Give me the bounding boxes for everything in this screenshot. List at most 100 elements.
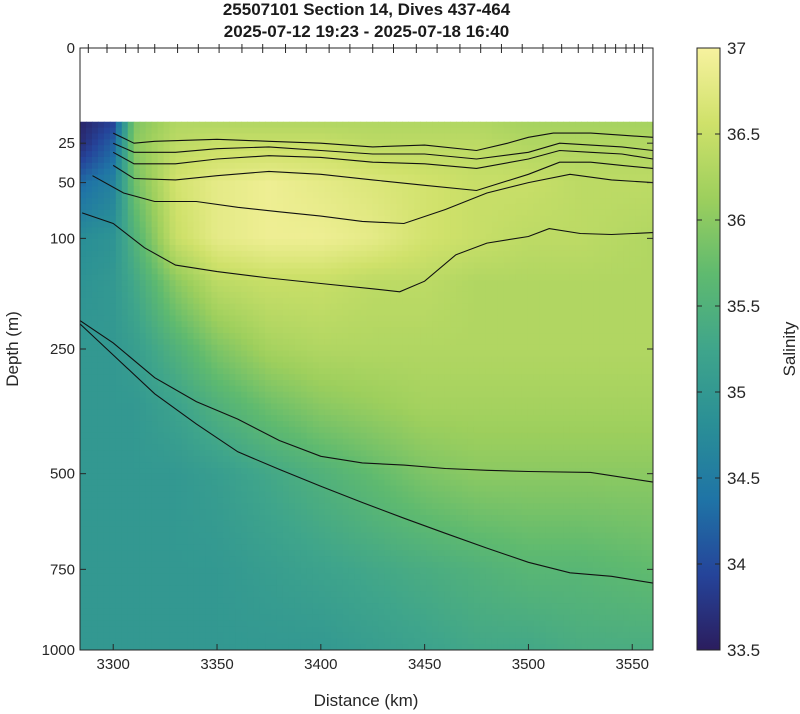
heatmap-cell bbox=[509, 233, 517, 240]
heatmap-cell bbox=[390, 156, 397, 164]
heatmap-cell bbox=[103, 274, 111, 281]
heatmap-cell bbox=[647, 409, 653, 416]
heatmap-cell bbox=[414, 344, 421, 352]
heatmap-cell bbox=[151, 344, 159, 352]
heatmap-cell bbox=[235, 397, 242, 405]
heatmap-cell bbox=[527, 203, 535, 211]
heatmap-cell bbox=[605, 321, 612, 328]
heatmap-cell bbox=[300, 209, 308, 217]
heatmap-cell bbox=[175, 303, 183, 311]
heatmap-cell bbox=[557, 350, 565, 358]
heatmap-cell bbox=[241, 198, 248, 205]
heatmap-cell bbox=[330, 333, 338, 340]
heatmap-cell bbox=[378, 362, 386, 369]
heatmap-cell bbox=[467, 374, 475, 381]
heatmap-cell bbox=[527, 338, 535, 346]
heatmap-cell bbox=[85, 286, 93, 293]
heatmap-cell bbox=[539, 415, 547, 422]
heatmap-cell bbox=[199, 151, 206, 158]
heatmap-cell bbox=[157, 368, 165, 375]
heatmap-cell bbox=[414, 415, 421, 422]
heatmap-cell bbox=[169, 162, 177, 170]
heatmap-cell bbox=[420, 374, 427, 381]
heatmap-cell bbox=[467, 286, 475, 293]
heatmap-cell bbox=[372, 192, 380, 199]
heatmap-cell bbox=[426, 256, 433, 264]
heatmap-cell bbox=[605, 127, 612, 135]
heatmap-cell bbox=[456, 297, 463, 305]
heatmap-cell bbox=[199, 303, 206, 311]
heatmap-cell bbox=[348, 209, 356, 217]
heatmap-cell bbox=[223, 180, 230, 187]
heatmap-cell bbox=[491, 333, 499, 340]
heatmap-cell bbox=[426, 397, 433, 405]
heatmap-cell bbox=[151, 291, 159, 299]
heatmap-cell bbox=[432, 274, 439, 281]
heatmap-cell bbox=[462, 274, 469, 281]
heatmap-cell bbox=[539, 315, 547, 322]
heatmap-cell bbox=[235, 162, 242, 170]
heatmap-cell bbox=[473, 262, 481, 270]
heatmap-cell bbox=[211, 291, 218, 299]
heatmap-cell bbox=[151, 233, 159, 240]
heatmap-cell bbox=[318, 321, 326, 328]
heatmap-cell bbox=[342, 168, 350, 176]
heatmap-cell bbox=[211, 315, 218, 322]
heatmap-cell bbox=[503, 151, 511, 158]
heatmap-cell bbox=[509, 139, 517, 146]
heatmap-cell bbox=[127, 151, 135, 158]
heatmap-cell bbox=[426, 321, 433, 328]
heatmap-cell bbox=[569, 344, 577, 352]
heatmap-cell bbox=[217, 133, 224, 140]
heatmap-cell bbox=[360, 198, 368, 205]
heatmap-cell bbox=[521, 151, 529, 158]
heatmap-cell bbox=[426, 327, 433, 334]
heatmap-cell bbox=[426, 198, 433, 205]
heatmap-cell bbox=[503, 350, 511, 358]
heatmap-cell bbox=[259, 162, 266, 170]
heatmap-cell bbox=[366, 192, 374, 199]
heatmap-cell bbox=[181, 221, 189, 228]
heatmap-cell bbox=[109, 309, 117, 317]
heatmap-cell bbox=[85, 162, 93, 170]
heatmap-cell bbox=[635, 215, 642, 223]
heatmap-cell bbox=[503, 145, 511, 152]
heatmap-cell bbox=[456, 203, 463, 211]
heatmap-cell bbox=[175, 156, 183, 164]
heatmap-cell bbox=[467, 227, 475, 234]
heatmap-cell bbox=[426, 121, 433, 129]
heatmap-cell bbox=[229, 297, 236, 305]
heatmap-cell bbox=[623, 180, 630, 187]
heatmap-cell bbox=[396, 344, 403, 352]
heatmap-cell bbox=[605, 374, 612, 381]
heatmap-cell bbox=[259, 121, 266, 129]
heatmap-cell bbox=[294, 121, 302, 129]
heatmap-cell bbox=[318, 350, 326, 358]
heatmap-cell bbox=[557, 250, 565, 258]
heatmap-cell bbox=[354, 327, 362, 334]
heatmap-cell bbox=[199, 280, 206, 287]
heatmap-cell bbox=[121, 421, 129, 428]
heatmap-cell bbox=[300, 338, 308, 346]
heatmap-cell bbox=[169, 421, 177, 428]
heatmap-cell bbox=[300, 268, 308, 275]
heatmap-cell bbox=[473, 256, 481, 264]
heatmap-cell bbox=[641, 397, 648, 405]
heatmap-cell bbox=[205, 186, 212, 193]
heatmap-cell bbox=[432, 344, 439, 352]
heatmap-cell bbox=[408, 350, 415, 358]
heatmap-cell bbox=[354, 391, 362, 399]
heatmap-cell bbox=[312, 215, 320, 223]
heatmap-cell bbox=[205, 133, 212, 140]
heatmap-cell bbox=[294, 203, 302, 211]
heatmap-cell bbox=[641, 350, 648, 358]
heatmap-cell bbox=[575, 168, 582, 176]
heatmap-cell bbox=[181, 338, 189, 346]
heatmap-cell bbox=[235, 333, 242, 340]
heatmap-cell bbox=[187, 303, 195, 311]
heatmap-cell bbox=[282, 198, 290, 205]
heatmap-cell bbox=[360, 315, 368, 322]
heatmap-cell bbox=[378, 256, 386, 264]
heatmap-cell bbox=[593, 338, 600, 346]
heatmap-cell bbox=[617, 415, 624, 422]
